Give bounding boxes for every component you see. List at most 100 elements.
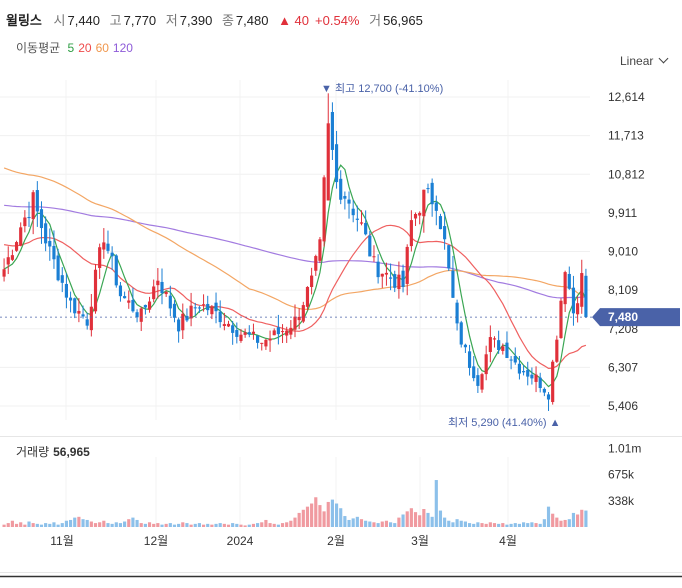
- candle-body: [251, 331, 256, 334]
- candle-body: [131, 299, 135, 312]
- volume-label: 거: [369, 13, 382, 28]
- candle-body: [44, 223, 48, 244]
- volume-bar: [355, 516, 359, 527]
- candle-body: [467, 351, 472, 368]
- candle-body: [243, 332, 247, 335]
- candle-body: [235, 330, 239, 337]
- volume-bar: [181, 522, 185, 527]
- candle-body: [563, 272, 567, 305]
- low-annotation: 최저 5,290 (41.40%) ▲: [448, 416, 560, 429]
- volume-panel-value: 56,965: [53, 445, 90, 459]
- volume-bar: [77, 516, 81, 527]
- candle-body: [231, 325, 235, 333]
- candle-body: [110, 252, 114, 257]
- price-tick-label: 9,010: [608, 245, 638, 259]
- scale-mode-selector[interactable]: Linear: [620, 53, 669, 68]
- volume-bar: [31, 523, 35, 527]
- price-tick-label: 6,307: [608, 360, 638, 374]
- ma-period-20[interactable]: 20: [78, 41, 92, 55]
- price-tick-label: 11,713: [608, 129, 644, 143]
- candle-body: [413, 214, 418, 219]
- ma-period-60[interactable]: 60: [95, 41, 109, 55]
- price-tick-label: 8,109: [608, 283, 638, 297]
- change-value: ▲ 40: [278, 13, 310, 28]
- candle-body: [222, 324, 226, 327]
- candle-body: [551, 361, 555, 403]
- candle-body: [476, 375, 480, 386]
- volume-bar: [488, 522, 492, 527]
- volume-bar: [559, 520, 563, 527]
- low-value: 7,390: [179, 13, 213, 28]
- candle-body: [14, 242, 19, 251]
- volume-bar: [147, 522, 152, 527]
- volume-bar: [135, 519, 139, 527]
- volume-bar: [467, 523, 472, 527]
- volume-bar: [551, 513, 555, 527]
- candle-body: [35, 190, 39, 212]
- candle-body: [93, 269, 98, 312]
- volume-bar: [68, 519, 73, 527]
- candle-body: [64, 283, 68, 298]
- volume-bar: [480, 523, 484, 527]
- volume-bar: [492, 523, 497, 527]
- candle-body: [409, 220, 413, 247]
- volume-bar: [571, 512, 576, 527]
- ma-period-5[interactable]: 5: [67, 41, 75, 55]
- candle-body: [147, 301, 152, 310]
- candle-body: [322, 177, 326, 242]
- volume-bar: [114, 522, 118, 527]
- volume-bar: [268, 523, 272, 527]
- candle-body: [339, 178, 343, 200]
- candle-body: [334, 144, 339, 183]
- candle-body: [256, 335, 260, 343]
- candle-body: [347, 199, 351, 204]
- volume-bar: [276, 524, 280, 527]
- candle-body: [177, 319, 181, 332]
- volume-bar: [85, 519, 89, 527]
- volume-bar: [505, 524, 509, 527]
- candle-body: [102, 242, 106, 250]
- candle-body: [384, 272, 389, 275]
- stock-header: 윌링스 시 7,440 고 7,770 저 7,390 종 7,480 ▲ 40 +0.5…: [6, 10, 429, 29]
- candle-body: [264, 339, 268, 347]
- volume-bar: [567, 519, 571, 527]
- candle-body: [98, 247, 102, 269]
- moving-average-legend[interactable]: 이동평균 5 20 60 120: [16, 39, 141, 56]
- change-percent: +0.54%: [315, 13, 360, 28]
- low-label: 저: [165, 13, 178, 28]
- volume-bar: [497, 523, 501, 527]
- volume-panel-label: 거래량: [16, 445, 50, 459]
- candle-body: [555, 339, 559, 362]
- candle-body: [77, 310, 81, 314]
- volume-bar: [393, 523, 397, 527]
- volume-bar: [98, 522, 102, 527]
- price-tick-label: 9,911: [608, 206, 637, 220]
- candle-body: [197, 307, 201, 309]
- current-price-tag: [592, 308, 680, 327]
- candle-body: [143, 304, 147, 308]
- volume-bar: [447, 520, 451, 527]
- volume-bar: [280, 523, 285, 527]
- candle-body: [580, 273, 584, 307]
- volume-bar: [339, 508, 343, 527]
- candle-body: [60, 275, 64, 283]
- volume-bar: [330, 499, 334, 527]
- candle-body: [318, 239, 322, 261]
- candle-body: [23, 217, 27, 227]
- volume-tick-label: 1.01m: [608, 442, 641, 456]
- candle-body: [567, 273, 571, 289]
- candle-body: [447, 245, 451, 269]
- volume-bar: [235, 523, 239, 527]
- volume-bar: [127, 519, 131, 527]
- volume-bar: [206, 523, 210, 527]
- candle-body: [164, 291, 168, 295]
- volume-bar: [152, 523, 156, 527]
- candle-body: [538, 377, 542, 389]
- candle-body: [189, 305, 193, 319]
- volume-bar: [418, 515, 422, 527]
- volume-tick-label: 338k: [608, 494, 635, 508]
- volume-bar: [326, 501, 330, 527]
- ma-period-120[interactable]: 120: [112, 41, 133, 55]
- candle-body: [480, 374, 484, 390]
